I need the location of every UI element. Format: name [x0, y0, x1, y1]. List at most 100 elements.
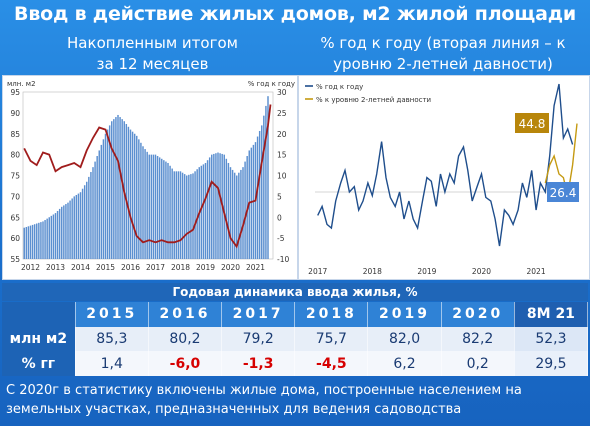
right-y-tick: 20 — [277, 130, 287, 139]
table-cell: -1,3 — [221, 351, 296, 376]
table-title: Годовая динамика ввода жилья, % — [2, 283, 588, 301]
bar — [148, 154, 150, 259]
bar — [169, 165, 171, 259]
left-chart: млн. м2 % год к году 95 90 85 80 75 70 65 60 55 30 2… — [7, 80, 295, 272]
bar — [129, 129, 132, 259]
bar — [125, 124, 128, 259]
x-tick: 2017 — [146, 263, 165, 272]
bar — [90, 172, 92, 259]
left-y-tick: 65 — [10, 213, 20, 222]
bar — [192, 173, 194, 259]
row-label: % гг — [2, 351, 76, 376]
bar — [92, 167, 94, 259]
bar — [54, 213, 57, 259]
left-y-tick: 75 — [10, 172, 20, 181]
bar — [50, 215, 53, 259]
bar — [86, 181, 88, 259]
bar — [267, 96, 269, 259]
bar — [163, 160, 165, 259]
legend-label: % год к году — [316, 83, 363, 91]
table-cell: 80,2 — [148, 326, 223, 352]
bar — [131, 131, 134, 259]
callout-value: 26.4 — [550, 186, 577, 200]
bar — [188, 174, 190, 259]
right-chart: 2017 2018 2019 2020 2021 % год к году % к уров… — [305, 83, 579, 276]
annual-dynamics-table: 2015 2016 2017 2018 2019 2020 8М 21 млн … — [2, 302, 589, 376]
callout-value: 44.8 — [519, 117, 546, 131]
bar — [67, 202, 69, 259]
two-year-line — [544, 123, 578, 196]
bar — [219, 153, 221, 259]
year-header: 2016 — [148, 302, 223, 327]
left-subtitle-line-1: Накопленным итогом — [67, 34, 238, 52]
bar — [31, 224, 34, 259]
bar — [140, 142, 142, 259]
row-label: млн м2 — [2, 326, 76, 352]
right-y-tick: -5 — [277, 234, 285, 243]
bar — [69, 200, 71, 259]
bar — [211, 154, 213, 259]
bar — [73, 196, 75, 259]
bar — [167, 162, 169, 259]
bar — [202, 164, 205, 259]
bar — [133, 133, 136, 259]
bar — [27, 226, 30, 259]
bar — [213, 153, 215, 259]
bar — [144, 149, 146, 259]
left-plot-area — [22, 91, 274, 260]
right-axis-unit: % год к году — [248, 80, 295, 88]
bar — [171, 168, 173, 259]
bar — [265, 105, 267, 260]
bar — [119, 117, 121, 259]
x-tick: 2021 — [246, 263, 265, 272]
bar — [33, 224, 36, 259]
year-header: 8М 21 — [514, 302, 589, 327]
year-header: 2017 — [221, 302, 296, 327]
x-tick: 2015 — [96, 263, 115, 272]
callout-26-4: 26.4 — [547, 182, 579, 202]
table-cell: -4,5 — [294, 351, 369, 376]
x-tick: 2020 — [221, 263, 240, 272]
table-cell: 6,2 — [367, 351, 442, 376]
bar — [71, 198, 73, 259]
table-cell: 75,7 — [294, 326, 369, 352]
bar — [154, 154, 157, 259]
x-tick: 2012 — [21, 263, 40, 272]
bar — [229, 167, 232, 259]
bar — [127, 126, 130, 259]
bar — [77, 193, 80, 259]
x-tick: 2016 — [121, 263, 140, 272]
bar — [158, 157, 161, 259]
table-cell: 82,0 — [367, 326, 442, 352]
bar — [25, 226, 28, 259]
table-corner-cell — [2, 302, 76, 327]
bar — [196, 169, 198, 259]
bar — [94, 161, 96, 259]
bar — [65, 204, 67, 259]
right-y-tick: 15 — [277, 151, 287, 160]
left-y-tick: 55 — [10, 255, 20, 264]
bar — [88, 176, 90, 259]
left-y-tick: 60 — [10, 234, 20, 243]
left-y-tick: 90 — [10, 109, 20, 118]
left-y-tick: 70 — [10, 192, 20, 201]
callout-box — [547, 182, 579, 202]
bar — [179, 171, 182, 259]
bar — [136, 135, 138, 259]
x-tick: 2019 — [196, 263, 215, 272]
bar — [242, 167, 244, 259]
bar — [236, 175, 238, 259]
bar — [23, 227, 25, 259]
legend-label: % к уровню 2-летней давности — [316, 96, 431, 104]
bar — [250, 147, 253, 259]
bar — [81, 188, 84, 259]
bar — [104, 133, 107, 259]
bar — [206, 160, 209, 259]
bar — [29, 225, 32, 259]
bar — [121, 119, 123, 259]
table-cell: 1,4 — [75, 351, 149, 376]
bar — [115, 117, 117, 259]
yoy-line — [317, 83, 574, 247]
bar — [175, 171, 178, 259]
bar — [231, 169, 234, 259]
